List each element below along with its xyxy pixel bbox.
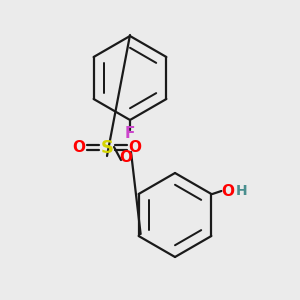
- Text: F: F: [125, 127, 135, 142]
- Text: O: O: [119, 149, 133, 164]
- Text: H: H: [236, 184, 247, 198]
- Text: O: O: [128, 140, 142, 155]
- Text: O: O: [221, 184, 234, 199]
- Text: O: O: [73, 140, 85, 155]
- Text: S: S: [100, 139, 113, 157]
